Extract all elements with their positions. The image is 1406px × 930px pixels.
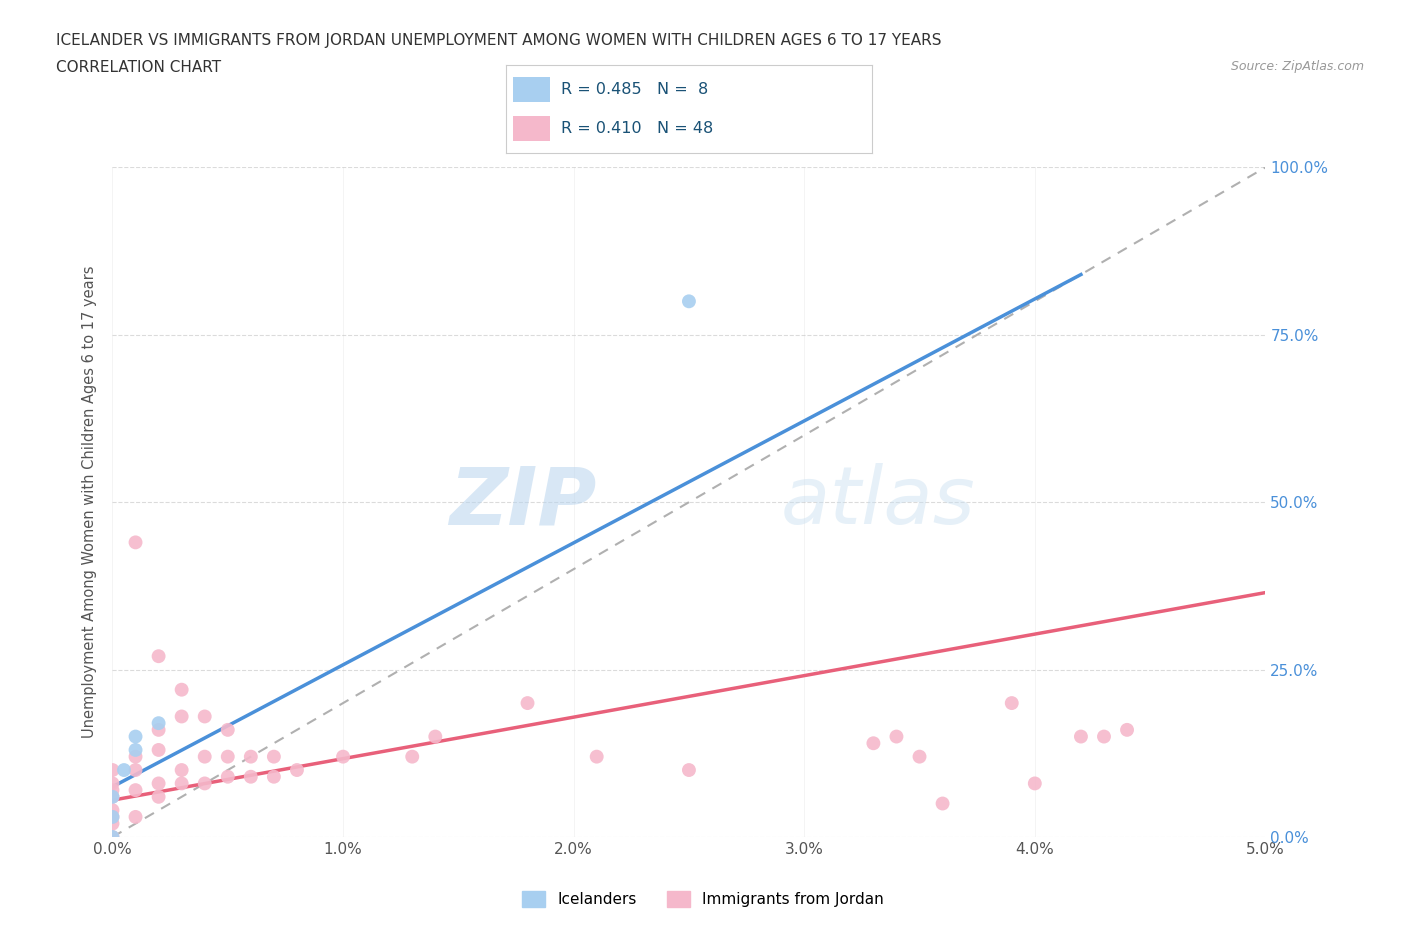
Point: [148, 742, 170, 757]
Point: [332, 750, 354, 764]
Point: [908, 750, 931, 764]
Point: [194, 709, 217, 724]
Point: [239, 750, 262, 764]
Point: [170, 683, 193, 698]
Point: [678, 294, 700, 309]
Point: [1001, 696, 1024, 711]
Point: [148, 776, 170, 790]
Point: [124, 809, 146, 824]
Point: [217, 750, 239, 764]
Point: [194, 776, 217, 790]
Point: [1092, 729, 1115, 744]
Point: [194, 750, 217, 764]
Point: [263, 769, 285, 784]
Point: [170, 709, 193, 724]
Point: [148, 723, 170, 737]
Point: [101, 830, 124, 844]
Point: [516, 696, 538, 711]
Point: [170, 776, 193, 790]
Point: [217, 769, 239, 784]
Text: CORRELATION CHART: CORRELATION CHART: [56, 60, 221, 75]
Point: [1116, 723, 1139, 737]
Point: [886, 729, 908, 744]
Point: [124, 535, 146, 550]
Point: [931, 796, 953, 811]
Point: [170, 763, 193, 777]
FancyBboxPatch shape: [513, 116, 550, 141]
Point: [101, 809, 124, 824]
Point: [101, 817, 124, 831]
Point: [425, 729, 447, 744]
Point: [101, 809, 124, 824]
Point: [1070, 729, 1092, 744]
Point: [148, 790, 170, 804]
Point: [862, 736, 884, 751]
Point: [101, 776, 124, 790]
Text: ZIP: ZIP: [450, 463, 596, 541]
FancyBboxPatch shape: [513, 77, 550, 102]
Point: [124, 763, 146, 777]
Point: [101, 803, 124, 817]
Point: [148, 649, 170, 664]
Point: [101, 790, 124, 804]
Point: [101, 830, 124, 844]
Point: [239, 769, 262, 784]
Text: R = 0.410   N = 48: R = 0.410 N = 48: [561, 121, 713, 136]
Point: [148, 716, 170, 731]
Point: [263, 750, 285, 764]
Point: [101, 790, 124, 804]
Point: [217, 723, 239, 737]
Point: [401, 750, 423, 764]
Text: ICELANDER VS IMMIGRANTS FROM JORDAN UNEMPLOYMENT AMONG WOMEN WITH CHILDREN AGES : ICELANDER VS IMMIGRANTS FROM JORDAN UNEM…: [56, 33, 942, 47]
Point: [124, 783, 146, 798]
Point: [678, 763, 700, 777]
Point: [1024, 776, 1046, 790]
Legend: Icelanders, Immigrants from Jordan: Icelanders, Immigrants from Jordan: [516, 884, 890, 913]
Point: [124, 742, 146, 757]
Point: [285, 763, 308, 777]
Y-axis label: Unemployment Among Women with Children Ages 6 to 17 years: Unemployment Among Women with Children A…: [82, 266, 97, 738]
Point: [585, 750, 607, 764]
Text: atlas: atlas: [782, 463, 976, 541]
Text: R = 0.485   N =  8: R = 0.485 N = 8: [561, 83, 709, 98]
Point: [124, 729, 146, 744]
Point: [124, 750, 146, 764]
Point: [112, 763, 135, 777]
Point: [101, 783, 124, 798]
Text: Source: ZipAtlas.com: Source: ZipAtlas.com: [1230, 60, 1364, 73]
Point: [101, 763, 124, 777]
